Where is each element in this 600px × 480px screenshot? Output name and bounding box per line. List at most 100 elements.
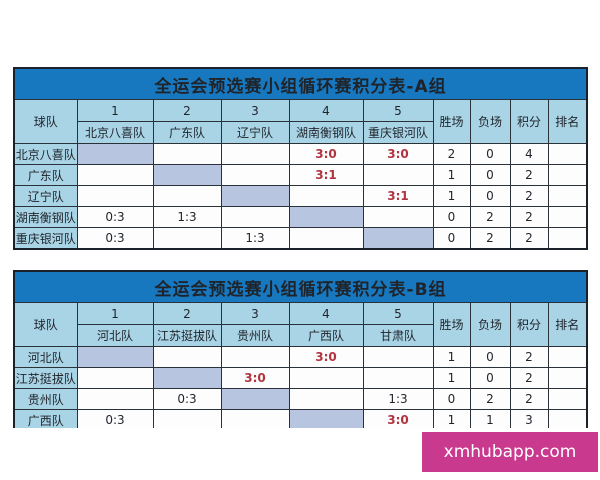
table-row: 贵州队 0:3 1:3 0 2 2 xyxy=(13,388,588,410)
score-cell xyxy=(288,367,364,389)
score-cell: 0:3 xyxy=(76,227,154,250)
team-name-cell: 贵州队 xyxy=(13,388,78,410)
col-header-wins: 胜场 xyxy=(432,302,471,347)
score-cell xyxy=(152,164,222,186)
col-header-number: 3 xyxy=(220,302,290,325)
score-cell xyxy=(220,206,290,228)
score-cell xyxy=(362,206,434,228)
losses-cell: 0 xyxy=(469,164,511,186)
table-row: 北京八喜队 3:0 3:0 2 0 4 xyxy=(13,143,588,165)
losses-cell: 2 xyxy=(469,206,511,228)
wins-cell: 1 xyxy=(432,346,471,368)
score-cell xyxy=(220,143,290,165)
team-name-cell: 广西队 xyxy=(13,409,78,428)
points-cell: 2 xyxy=(509,164,549,186)
wins-cell: 0 xyxy=(432,227,471,250)
points-cell: 4 xyxy=(509,143,549,165)
score-cell xyxy=(152,367,222,389)
wins-cell: 2 xyxy=(432,143,471,165)
col-header-number: 1 xyxy=(76,302,154,325)
points-cell: 2 xyxy=(509,346,549,368)
wins-cell: 1 xyxy=(432,409,471,428)
score-cell xyxy=(288,409,364,428)
wins-cell: 1 xyxy=(432,185,471,207)
score-cell xyxy=(220,346,290,368)
team-name-cell: 北京八喜队 xyxy=(13,143,78,165)
rank-cell xyxy=(547,409,588,428)
col-header-number: 5 xyxy=(362,99,434,122)
score-cell xyxy=(152,143,222,165)
score-cell: 3:1 xyxy=(288,164,364,186)
points-cell: 2 xyxy=(509,206,549,228)
score-cell: 3:0 xyxy=(362,143,434,165)
table-row: 湖南衡钢队 0:3 1:3 0 2 2 xyxy=(13,206,588,228)
score-cell: 1:3 xyxy=(220,227,290,250)
team-name-cell: 重庆银河队 xyxy=(13,227,78,250)
table-row: 辽宁队 3:1 1 0 2 xyxy=(13,185,588,207)
score-cell xyxy=(288,185,364,207)
score-cell: 0:3 xyxy=(152,388,222,410)
team-name-cell: 湖南衡钢队 xyxy=(13,206,78,228)
wins-cell: 0 xyxy=(432,206,471,228)
table-row: 广西队 0:3 3:0 1 1 3 xyxy=(13,409,588,428)
score-cell xyxy=(76,143,154,165)
group-a-title: 全运会预选赛小组循环赛积分表-A组 xyxy=(13,67,588,100)
score-cell: 3:0 xyxy=(220,367,290,389)
team-name-cell: 河北队 xyxy=(13,346,78,368)
wins-cell: 0 xyxy=(432,388,471,410)
score-cell xyxy=(220,388,290,410)
group-b-title: 全运会预选赛小组循环赛积分表-B组 xyxy=(13,270,588,303)
score-cell xyxy=(76,346,154,368)
table-row: 广东队 3:1 1 0 2 xyxy=(13,164,588,186)
points-cell: 2 xyxy=(509,227,549,250)
col-header-team: 球队 xyxy=(13,99,78,144)
group-b-table: 全运会预选赛小组循环赛积分表-B组 球队 1 2 3 4 5 胜场 负场 积分 … xyxy=(13,270,590,428)
col-header-number: 2 xyxy=(152,302,222,325)
rank-cell xyxy=(547,143,588,165)
team-name-cell: 广东队 xyxy=(13,164,78,186)
col-header-number: 4 xyxy=(288,99,364,122)
rank-cell xyxy=(547,388,588,410)
col-header-opponent: 广西队 xyxy=(288,324,364,347)
losses-cell: 2 xyxy=(469,227,511,250)
col-header-number: 2 xyxy=(152,99,222,122)
losses-cell: 0 xyxy=(469,185,511,207)
losses-cell: 0 xyxy=(469,346,511,368)
score-cell: 3:0 xyxy=(362,409,434,428)
score-cell: 1:3 xyxy=(152,206,222,228)
score-cell xyxy=(220,164,290,186)
score-cell xyxy=(220,185,290,207)
col-header-wins: 胜场 xyxy=(432,99,471,144)
team-name-cell: 江苏挺拔队 xyxy=(13,367,78,389)
score-cell xyxy=(76,388,154,410)
score-cell xyxy=(362,164,434,186)
score-cell xyxy=(220,409,290,428)
score-cell: 0:3 xyxy=(76,409,154,428)
score-cell xyxy=(152,346,222,368)
points-cell: 2 xyxy=(509,367,549,389)
col-header-opponent: 重庆银河队 xyxy=(362,121,434,144)
losses-cell: 0 xyxy=(469,143,511,165)
table-row: 江苏挺拔队 3:0 1 0 2 xyxy=(13,367,588,389)
score-cell: 3:0 xyxy=(288,346,364,368)
score-cell: 3:0 xyxy=(288,143,364,165)
col-header-number: 3 xyxy=(220,99,290,122)
score-cell xyxy=(288,388,364,410)
rank-cell xyxy=(547,227,588,250)
score-cell xyxy=(76,164,154,186)
col-header-team: 球队 xyxy=(13,302,78,347)
col-header-number: 5 xyxy=(362,302,434,325)
points-cell: 2 xyxy=(509,388,549,410)
points-cell: 3 xyxy=(509,409,549,428)
points-cell: 2 xyxy=(509,185,549,207)
col-header-opponent: 河北队 xyxy=(76,324,154,347)
table-row: 重庆银河队 0:3 1:3 0 2 2 xyxy=(13,227,588,250)
wins-cell: 1 xyxy=(432,367,471,389)
score-cell xyxy=(152,185,222,207)
rank-cell xyxy=(547,206,588,228)
score-cell xyxy=(362,346,434,368)
score-cell: 0:3 xyxy=(76,206,154,228)
col-header-rank: 排名 xyxy=(547,99,588,144)
score-cell xyxy=(76,185,154,207)
col-header-points: 积分 xyxy=(509,99,549,144)
